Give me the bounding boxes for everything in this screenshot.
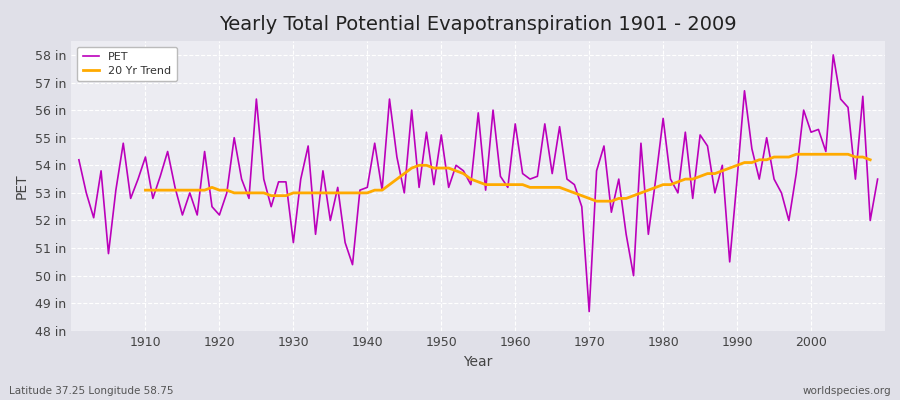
- 20 Yr Trend: [791, 152, 802, 157]
- PET: [339, 240, 350, 245]
- Line: PET: PET: [79, 55, 878, 312]
- PET: [584, 309, 595, 314]
- PET: [74, 157, 85, 162]
- PET: [295, 177, 306, 182]
- PET: [502, 185, 513, 190]
- Title: Yearly Total Potential Evapotranspiration 1901 - 2009: Yearly Total Potential Evapotranspiratio…: [220, 15, 737, 34]
- 20 Yr Trend: [502, 182, 513, 187]
- 20 Yr Trend: [362, 190, 373, 195]
- 20 Yr Trend: [525, 185, 535, 190]
- Line: 20 Yr Trend: 20 Yr Trend: [146, 154, 870, 201]
- PET: [132, 177, 143, 182]
- X-axis label: Year: Year: [464, 355, 493, 369]
- Text: worldspecies.org: worldspecies.org: [803, 386, 891, 396]
- PET: [606, 210, 616, 215]
- Y-axis label: PET: PET: [15, 173, 29, 199]
- 20 Yr Trend: [332, 190, 343, 195]
- Text: Latitude 37.25 Longitude 58.75: Latitude 37.25 Longitude 58.75: [9, 386, 174, 396]
- PET: [509, 122, 520, 126]
- PET: [828, 52, 839, 57]
- 20 Yr Trend: [140, 188, 151, 192]
- 20 Yr Trend: [310, 190, 321, 195]
- 20 Yr Trend: [717, 168, 728, 173]
- 20 Yr Trend: [865, 157, 876, 162]
- PET: [872, 177, 883, 182]
- Legend: PET, 20 Yr Trend: PET, 20 Yr Trend: [77, 47, 176, 81]
- 20 Yr Trend: [591, 199, 602, 204]
